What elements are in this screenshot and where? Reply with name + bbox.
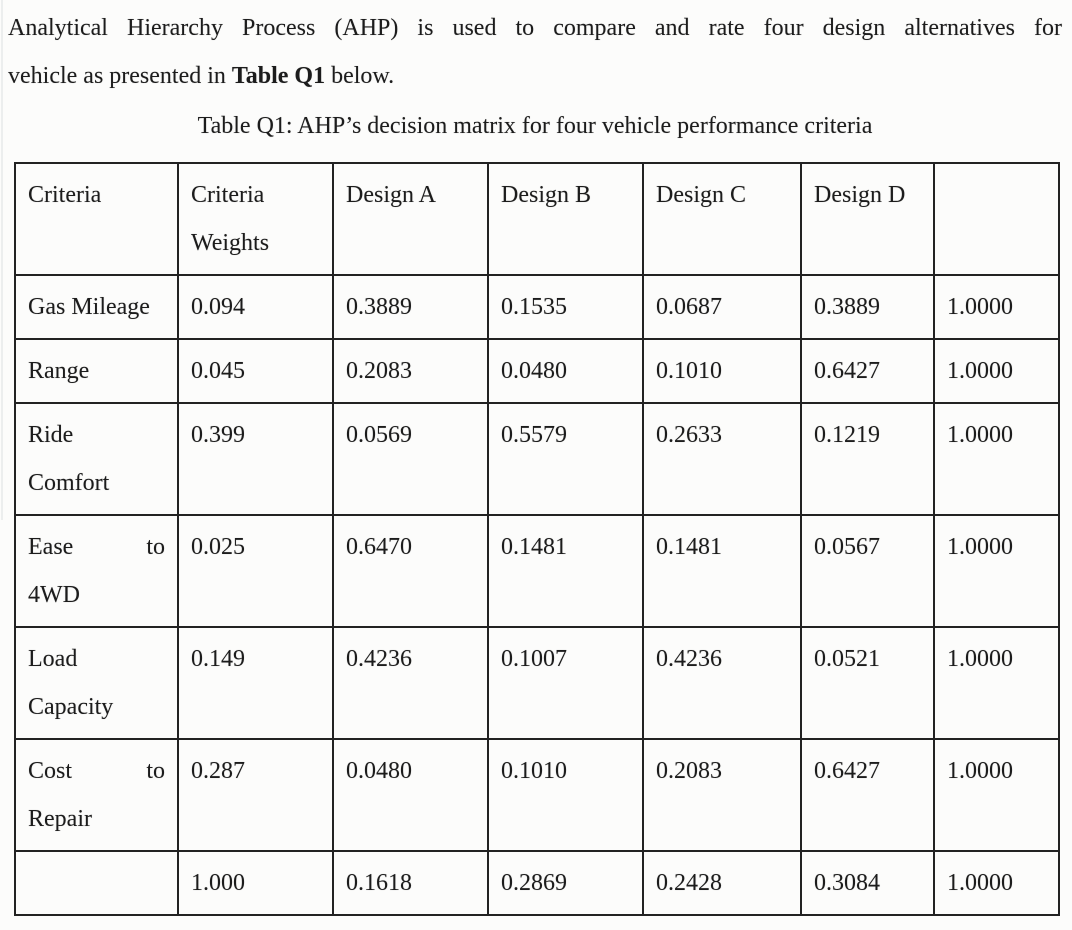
value-cell: 0.0480 [487,338,644,404]
criteria-cell: Load Capacity [14,626,179,740]
table-row: Ease to 4WD 0.025 0.6470 0.1481 0.1481 0.0567 1.… [14,514,1060,628]
value-cell: 0.2428 [642,850,802,916]
value-cell: 0.1535 [487,274,644,340]
value-cell: 0.4236 [642,626,802,740]
criteria-cell: Gas Mileage [14,274,179,340]
intro-line-1: Analytical Hierarchy Process (AHP) is us… [8,15,1062,41]
value-cell: 0.025 [177,514,334,628]
value-cell: 0.3084 [800,850,935,916]
column-header: Design B [487,162,644,276]
value-cell: 1.000 [177,850,334,916]
value-cell: 1.0000 [933,274,1060,340]
value-cell: 0.0687 [642,274,802,340]
criteria-cell: Ride Comfort [14,402,179,516]
value-cell: 1.0000 [933,738,1060,852]
value-cell: 0.399 [177,402,334,516]
value-cell: 0.0521 [800,626,935,740]
value-cell: 0.6470 [332,514,489,628]
value-cell: 0.094 [177,274,334,340]
value-cell: 1.0000 [933,850,1060,916]
criteria-cell: Cost to Repair [14,738,179,852]
value-cell: 0.1010 [487,738,644,852]
value-cell: 1.0000 [933,514,1060,628]
table-row: Cost to Repair 0.287 0.0480 0.1010 0.2083 0.642… [14,738,1060,852]
value-cell: 0.6427 [800,738,935,852]
value-cell: 0.2083 [642,738,802,852]
table-row: Gas Mileage 0.094 0.3889 0.1535 0.0687 0.3889… [14,274,1060,340]
table-body: Gas Mileage 0.094 0.3889 0.1535 0.0687 0.3889… [14,274,1060,916]
column-header: Criteria Weights [177,162,334,276]
value-cell: 0.2083 [332,338,489,404]
column-header [933,162,1060,276]
criteria-cell: Range [14,338,179,404]
value-cell: 0.149 [177,626,334,740]
value-cell: 0.0567 [800,514,935,628]
intro-line-2-text: vehicle as presented in [8,63,232,89]
value-cell: 0.0480 [332,738,489,852]
value-cell: 0.1010 [642,338,802,404]
value-cell: 0.2633 [642,402,802,516]
intro-line-2-tail: below. [325,63,395,89]
value-cell: 0.4236 [332,626,489,740]
value-cell: 1.0000 [933,402,1060,516]
value-cell: 0.3889 [332,274,489,340]
column-header: Design D [800,162,935,276]
cell-word: Cost [28,758,73,784]
value-cell: 0.1618 [332,850,489,916]
value-cell: 0.3889 [800,274,935,340]
value-cell: 1.0000 [933,626,1060,740]
value-cell: 0.1481 [642,514,802,628]
value-cell: 0.0569 [332,402,489,516]
table-q1-reference: Table Q1 [231,63,326,89]
table-row: Load Capacity 0.149 0.4236 0.1007 0.4236 0.052… [14,626,1060,740]
cell-word: Ease [28,534,74,560]
value-cell: 0.5579 [487,402,644,516]
value-cell: 0.1219 [800,402,935,516]
value-cell: 1.0000 [933,338,1060,404]
value-cell: 0.287 [177,738,334,852]
column-header: Design A [332,162,489,276]
table-row: 1.000 0.1618 0.2869 0.2428 0.3084 1.0000 [14,850,1060,916]
value-cell: 0.6427 [800,338,935,404]
value-cell: 0.045 [177,338,334,404]
intro-line-2: vehicle as presented in Table Q1 below. [8,52,1062,100]
criteria-cell [14,850,179,916]
criteria-cell: Ease to 4WD [14,514,179,628]
column-header: Design C [642,162,802,276]
table-caption: Table Q1: AHP’s decision matrix for four… [197,113,873,139]
table-row: Ride Comfort 0.399 0.0569 0.5579 0.2633 0.1219… [14,402,1060,516]
cell-word: to [146,534,165,560]
cell-word: to [146,758,165,784]
table-row: Range 0.045 0.2083 0.0480 0.1010 0.6427 1.0000 [14,338,1060,404]
value-cell: 0.1481 [487,514,644,628]
intro-paragraph: Analytical Hierarchy Process (AHP) is us… [8,4,1062,100]
value-cell: 0.2869 [487,850,644,916]
column-header: Criteria [14,162,179,276]
value-cell: 0.1007 [487,626,644,740]
